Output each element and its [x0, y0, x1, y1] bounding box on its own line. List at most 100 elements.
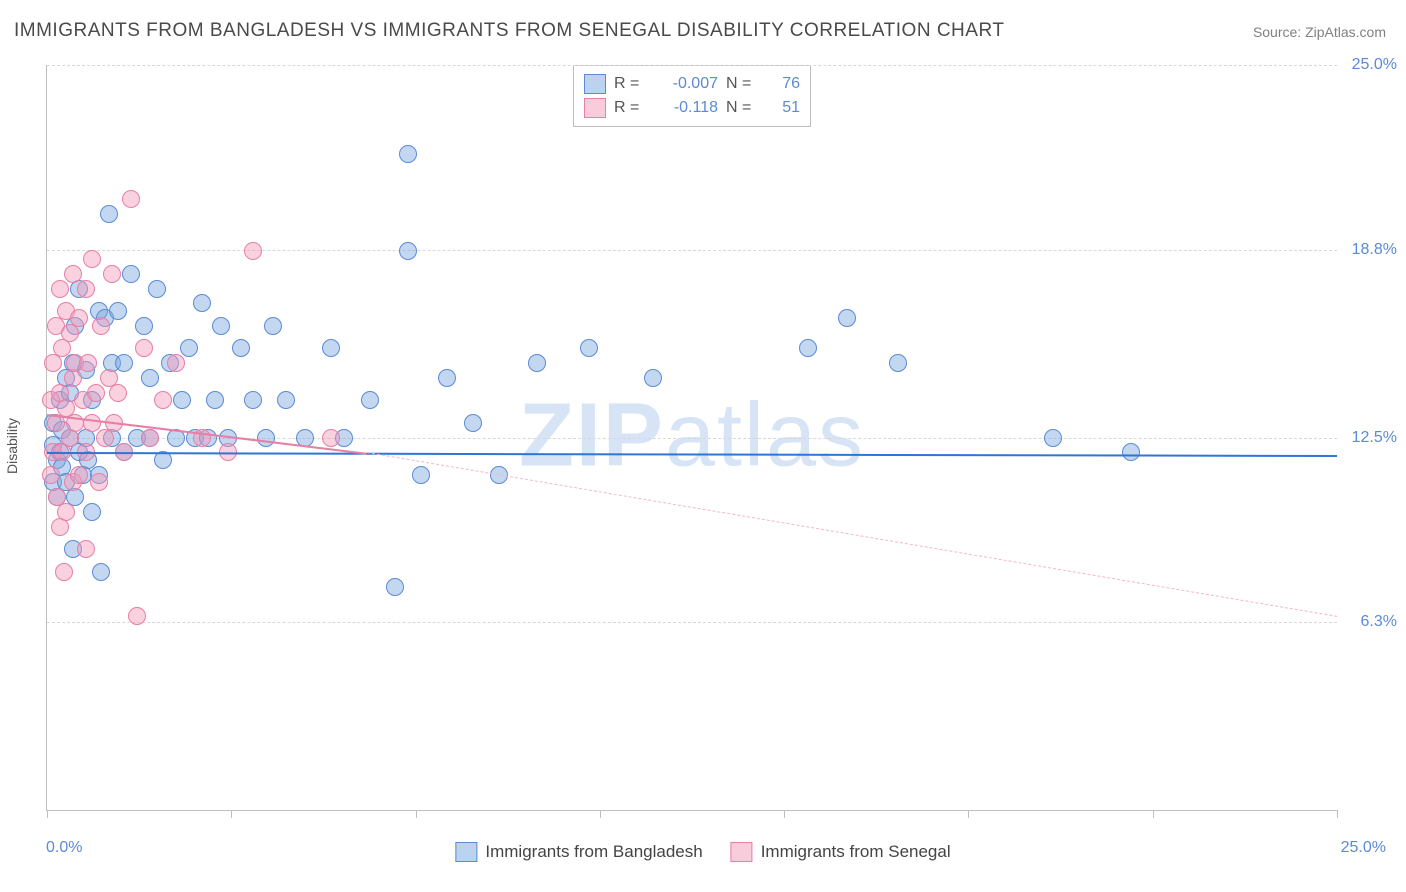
data-point-blue	[212, 317, 230, 335]
data-point-blue	[386, 578, 404, 596]
data-point-pink	[122, 190, 140, 208]
legend-row: R = -0.007 N = 76	[584, 72, 800, 96]
legend-row: R =-0.118N =51	[584, 96, 800, 120]
watermark: ZIPatlas	[519, 384, 865, 487]
data-point-pink	[135, 339, 153, 357]
x-tick	[231, 810, 232, 818]
source-label: Source: ZipAtlas.com	[1253, 24, 1386, 40]
legend-r-label: R =	[614, 96, 650, 120]
data-point-blue	[528, 354, 546, 372]
data-point-pink	[109, 384, 127, 402]
legend-n-label: N =	[726, 72, 762, 96]
legend-n-value: 51	[770, 96, 800, 120]
data-point-blue	[412, 466, 430, 484]
legend-swatch-blue	[455, 842, 477, 862]
data-point-pink	[77, 540, 95, 558]
legend-swatch-pink	[584, 98, 606, 118]
legend-r-value: -0.007	[658, 72, 718, 96]
data-point-blue	[644, 369, 662, 387]
data-point-blue	[580, 339, 598, 357]
data-point-pink	[51, 280, 69, 298]
data-point-blue	[264, 317, 282, 335]
data-point-pink	[42, 466, 60, 484]
data-point-pink	[79, 354, 97, 372]
data-point-blue	[206, 391, 224, 409]
data-point-blue	[180, 339, 198, 357]
data-point-pink	[77, 280, 95, 298]
data-point-blue	[83, 503, 101, 521]
data-point-pink	[57, 503, 75, 521]
data-point-blue	[277, 391, 295, 409]
data-point-pink	[70, 466, 88, 484]
x-tick	[416, 810, 417, 818]
legend-swatch-pink	[731, 842, 753, 862]
data-point-blue	[122, 265, 140, 283]
x-axis-min-label: 0.0%	[46, 839, 82, 857]
data-point-pink	[64, 265, 82, 283]
data-point-pink	[90, 473, 108, 491]
gridline	[47, 65, 1337, 66]
legend-n-value: 76	[770, 72, 800, 96]
gridline	[47, 622, 1337, 623]
data-point-pink	[83, 250, 101, 268]
x-axis-max-label: 25.0%	[1341, 839, 1386, 857]
data-point-pink	[87, 384, 105, 402]
legend-label: Immigrants from Senegal	[761, 842, 951, 862]
data-point-blue	[438, 369, 456, 387]
legend-r-label: R =	[614, 72, 650, 96]
data-point-blue	[838, 309, 856, 327]
data-point-blue	[464, 414, 482, 432]
data-point-blue	[322, 339, 340, 357]
legend-swatch-blue	[584, 74, 606, 94]
legend-n-label: N =	[726, 96, 762, 120]
trend-line	[367, 452, 1337, 617]
data-point-pink	[83, 414, 101, 432]
chart-title: IMMIGRANTS FROM BANGLADESH VS IMMIGRANTS…	[14, 20, 1004, 42]
data-point-blue	[100, 205, 118, 223]
x-tick	[600, 810, 601, 818]
data-point-blue	[1122, 443, 1140, 461]
data-point-pink	[92, 317, 110, 335]
data-point-blue	[244, 391, 262, 409]
data-point-pink	[55, 563, 73, 581]
data-point-blue	[173, 391, 191, 409]
data-point-blue	[115, 354, 133, 372]
trend-line	[47, 414, 367, 455]
data-point-blue	[109, 302, 127, 320]
y-tick-label: 12.5%	[1342, 429, 1397, 447]
data-point-pink	[322, 429, 340, 447]
x-tick	[47, 810, 48, 818]
legend-bottom: Immigrants from Bangladesh Immigrants fro…	[455, 842, 950, 862]
data-point-blue	[232, 339, 250, 357]
y-tick-label: 25.0%	[1342, 56, 1397, 74]
y-axis-label: Disability	[4, 418, 20, 474]
legend-item-pink: Immigrants from Senegal	[731, 842, 951, 862]
legend-item-blue: Immigrants from Bangladesh	[455, 842, 702, 862]
y-tick-label: 6.3%	[1342, 613, 1397, 631]
data-point-blue	[141, 369, 159, 387]
x-tick	[1337, 810, 1338, 818]
data-point-blue	[135, 317, 153, 335]
chart-container: IMMIGRANTS FROM BANGLADESH VS IMMIGRANTS…	[0, 0, 1406, 892]
data-point-pink	[154, 391, 172, 409]
data-point-blue	[399, 242, 417, 260]
data-point-pink	[167, 354, 185, 372]
legend-label: Immigrants from Bangladesh	[485, 842, 702, 862]
gridline	[47, 250, 1337, 251]
data-point-blue	[92, 563, 110, 581]
data-point-blue	[1044, 429, 1062, 447]
x-tick	[1153, 810, 1154, 818]
data-point-blue	[148, 280, 166, 298]
data-point-pink	[128, 607, 146, 625]
data-point-pink	[244, 242, 262, 260]
data-point-blue	[799, 339, 817, 357]
data-point-blue	[257, 429, 275, 447]
data-point-blue	[361, 391, 379, 409]
trend-line	[47, 452, 1337, 457]
x-tick	[784, 810, 785, 818]
plot-area: ZIPatlas R =-0.007N =76R =-0.118N =51 6.…	[46, 65, 1337, 811]
data-point-blue	[399, 145, 417, 163]
data-point-pink	[141, 429, 159, 447]
data-point-pink	[70, 309, 88, 327]
data-point-pink	[103, 265, 121, 283]
